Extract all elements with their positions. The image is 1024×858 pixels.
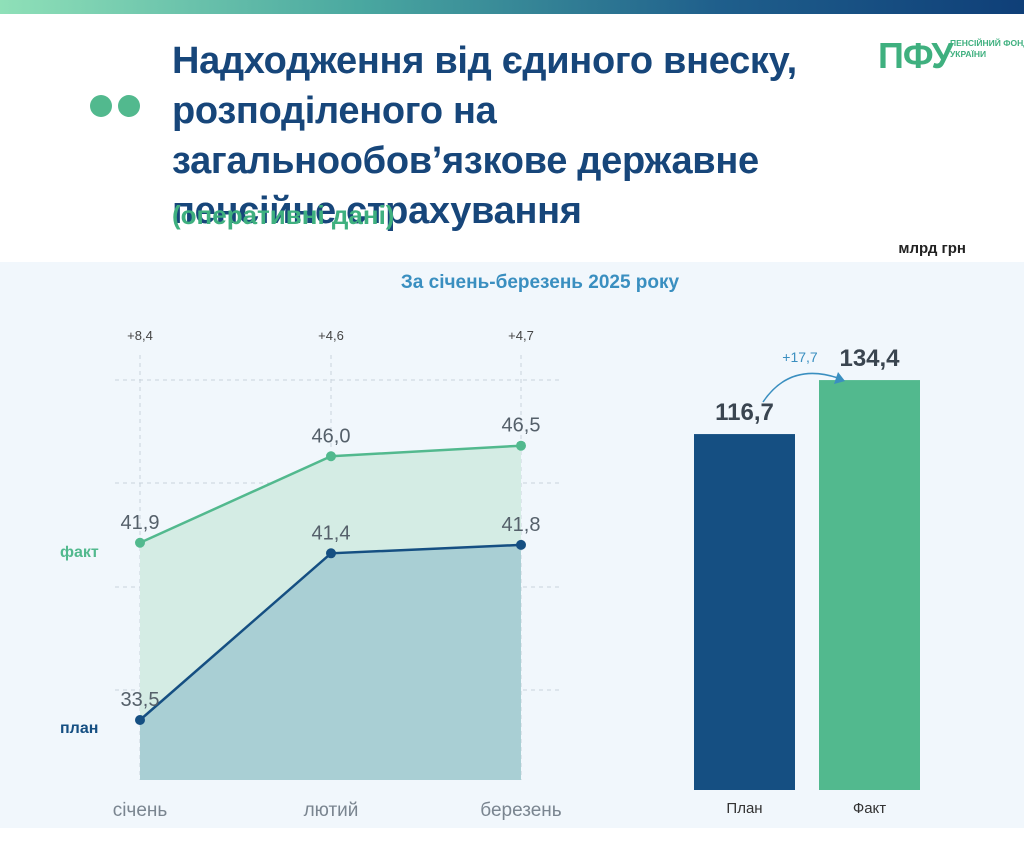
month-label: лютий <box>304 800 359 821</box>
plan-bar <box>694 434 795 790</box>
bar-value-label: 116,7 <box>715 399 774 426</box>
plan-value-label: 33,5 <box>121 689 160 711</box>
page-title: Надходження від єдиного внеску, розподіл… <box>172 40 797 232</box>
fact-value-label: 41,9 <box>121 512 160 534</box>
plan-point <box>516 539 526 550</box>
fact-value-label: 46,5 <box>502 415 541 437</box>
fact-point <box>326 451 336 462</box>
arrow-head-icon <box>834 372 845 384</box>
bar-value-label: 134,4 <box>839 345 900 372</box>
difference-label: +8,4 <box>127 328 153 343</box>
dot-icon <box>90 95 112 117</box>
bar-category-label: План <box>726 800 762 817</box>
plan-point <box>135 715 145 725</box>
fact-bar <box>819 380 920 790</box>
series-label-plan: план <box>60 720 98 737</box>
plan-value-label: 41,4 <box>312 522 351 544</box>
month-label: січень <box>113 800 168 821</box>
logo-text: ПЕНСІЙНИЙ ФОНД УКРАЇНИ <box>950 38 1024 59</box>
difference-label: +4,6 <box>318 328 344 343</box>
bar-category-label: Факт <box>853 800 886 817</box>
difference-label: +4,7 <box>508 328 534 343</box>
month-label: березень <box>480 800 562 821</box>
dot-icon <box>118 95 140 117</box>
page-subtitle: (оперативні дані) <box>172 200 395 230</box>
unit-label: млрд грн <box>898 240 966 257</box>
period-label: За січень-березень 2025 року <box>400 272 680 293</box>
series-label-fact: факт <box>60 544 99 561</box>
fact-point <box>516 440 526 451</box>
plan-value-label: 41,8 <box>502 514 541 536</box>
arrow-curve-icon <box>762 372 839 403</box>
plan-area <box>140 544 521 780</box>
logo-mark: ПФУ <box>878 35 954 76</box>
fact-point <box>135 537 145 548</box>
bottom-strip <box>0 828 1024 858</box>
fact-value-label: 46,0 <box>312 425 351 447</box>
top-gradient-strip <box>0 0 1024 14</box>
plan-point <box>326 548 336 559</box>
bar-difference-label: +17,7 <box>782 349 818 365</box>
